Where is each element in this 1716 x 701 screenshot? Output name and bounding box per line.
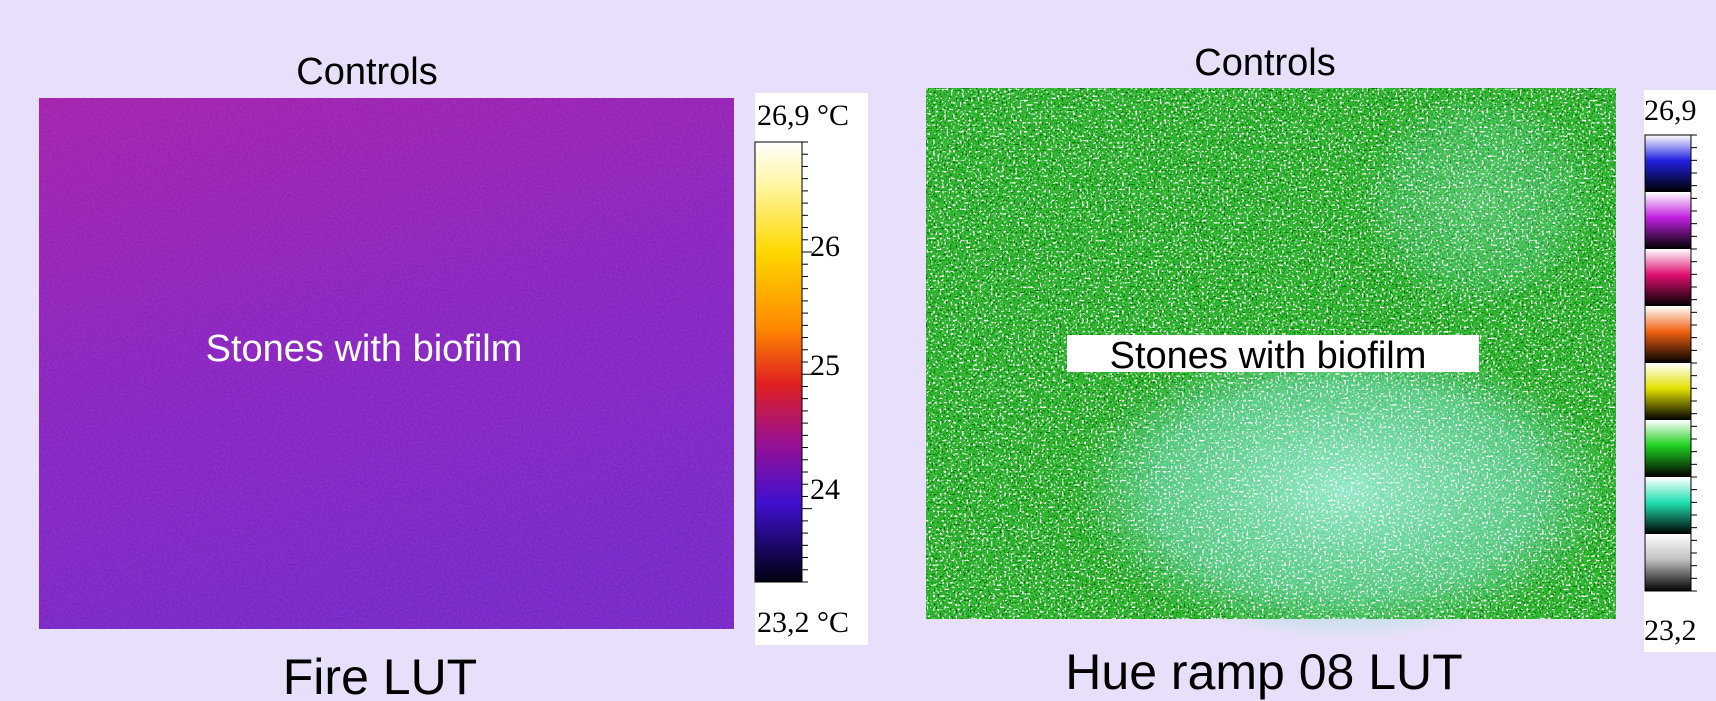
colorbar-band	[1645, 477, 1691, 534]
colorbar-max-label: 26,9	[1644, 94, 1697, 127]
image-label: Stones with biofilm	[206, 328, 523, 370]
image-label: Stones with biofilm	[1110, 335, 1427, 377]
colorbar-gradient	[754, 141, 803, 583]
caption: Hue ramp 08 LUT	[1065, 644, 1462, 700]
colorbar-tick-label: 25	[810, 349, 840, 382]
panel-header: Controls	[296, 51, 438, 93]
colorbar-tick-label: 26	[810, 230, 840, 263]
colorbar: 26,9 °C 26 25 24 23,2 °C	[754, 93, 868, 645]
colorbar-band	[1645, 420, 1691, 477]
colorbar-band	[1645, 306, 1691, 363]
image-texture	[39, 98, 734, 629]
caption: Fire LUT	[283, 649, 477, 701]
colorbar-min-label: 23,2 °C	[757, 606, 849, 639]
colorbar: 26,9 23,2	[1644, 90, 1716, 652]
colorbar-tick-label: 24	[810, 473, 840, 506]
colorbar-max-label: 26,9 °C	[757, 99, 849, 132]
colorbar-band	[1645, 249, 1691, 306]
colorbar-band	[1645, 135, 1691, 192]
colorbar-band	[1645, 363, 1691, 420]
label-box	[1067, 335, 1479, 372]
colorbar-band	[1645, 192, 1691, 249]
panel-header: Controls	[1194, 42, 1336, 84]
colorbar-band	[1645, 534, 1691, 591]
colorbar-min-label: 23,2	[1644, 614, 1697, 647]
